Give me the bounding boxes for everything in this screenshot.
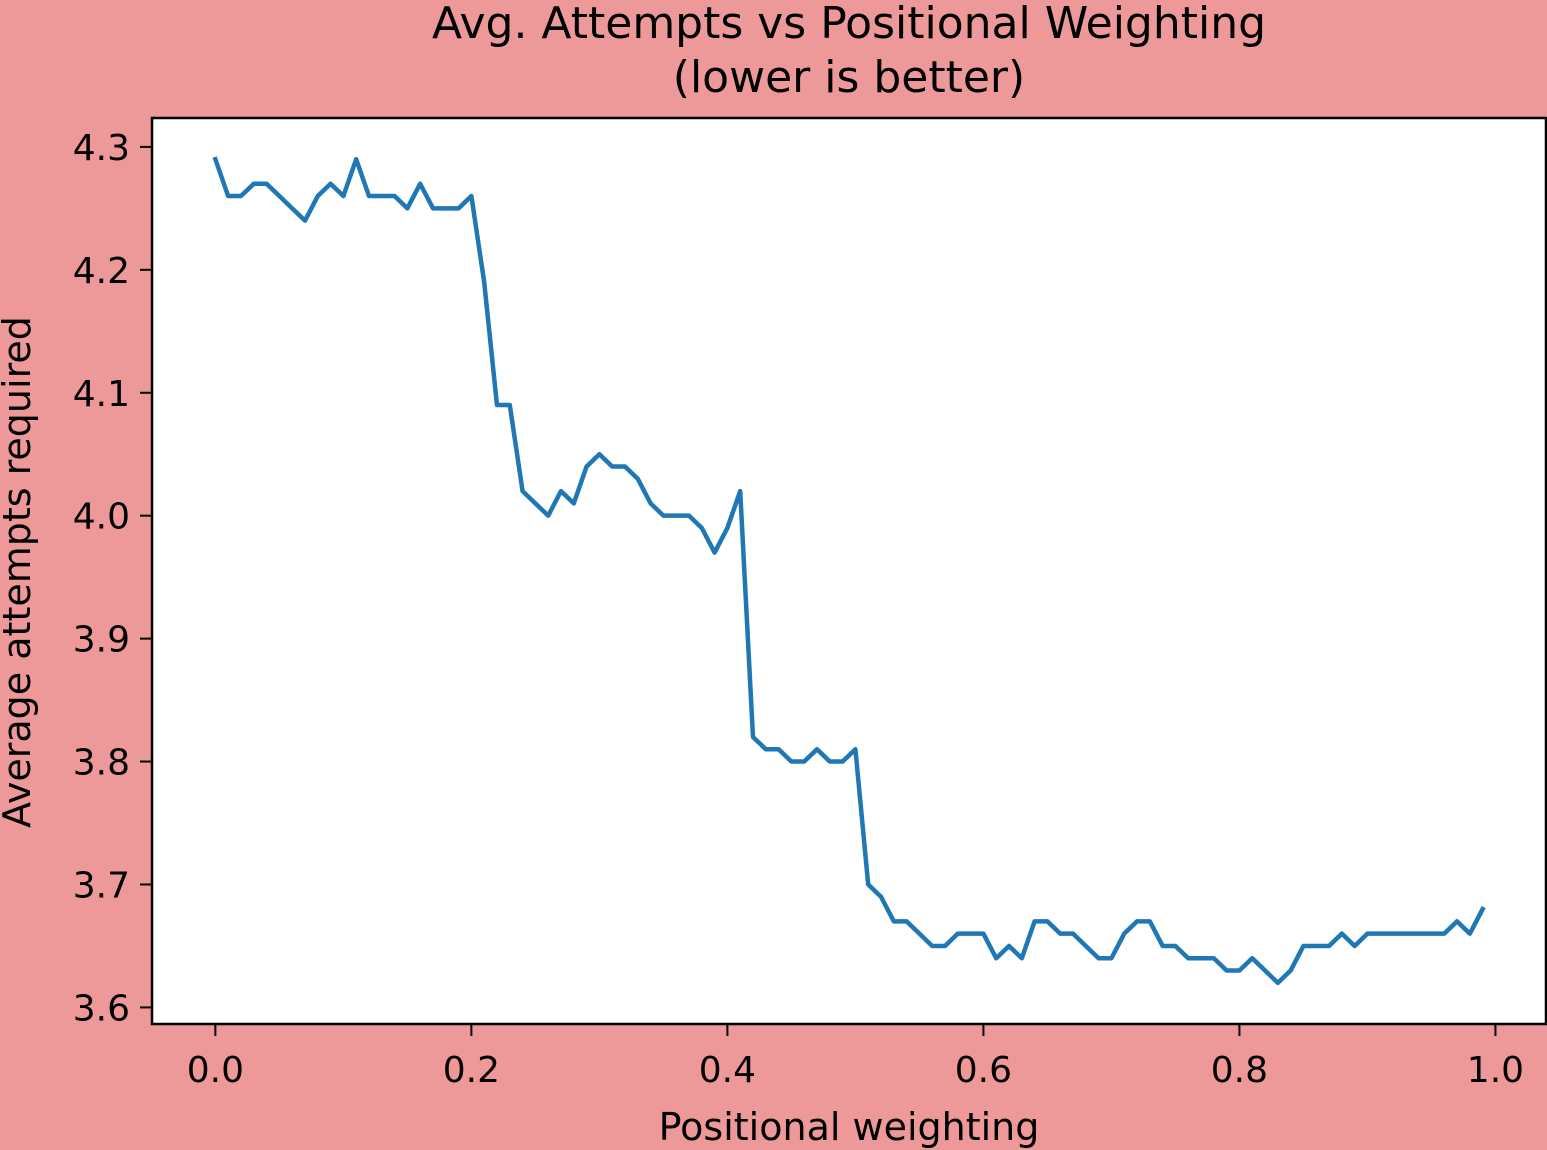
plot-frame [150,116,1547,1026]
y-tick-label: 3.8 [73,743,130,784]
y-axis-label: Average attempts required [0,316,39,828]
x-tick-label: 0.0 [187,1050,244,1091]
x-tick-label: 0.4 [699,1050,756,1091]
chart-subtitle: (lower is better) [673,52,1025,103]
chart-title: Avg. Attempts vs Positional Weighting [432,0,1266,49]
plot-area [152,118,1546,1024]
series-line-0 [212,156,1486,986]
x-tick-label: 1.0 [1467,1050,1524,1091]
y-tick-label: 3.6 [73,988,130,1029]
x-tick-label: 0.6 [955,1050,1012,1091]
data-series [212,156,1486,986]
y-axis: 3.6 3.7 3.8 3.9 4.0 4.1 4.2 4.3 [73,128,152,1029]
x-axis: 0.0 0.2 0.4 0.6 0.8 1.0 [187,1024,1524,1091]
x-tick-label: 0.8 [1211,1050,1268,1091]
y-tick-label: 4.3 [73,128,130,169]
y-tick-label: 4.0 [73,497,130,538]
y-tick-label: 3.9 [73,620,130,661]
x-axis-label: Positional weighting [659,1105,1040,1149]
y-tick-label: 3.7 [73,865,130,906]
y-tick-label: 4.2 [73,251,130,292]
y-tick-label: 4.1 [73,374,130,415]
x-tick-label: 0.2 [443,1050,500,1091]
